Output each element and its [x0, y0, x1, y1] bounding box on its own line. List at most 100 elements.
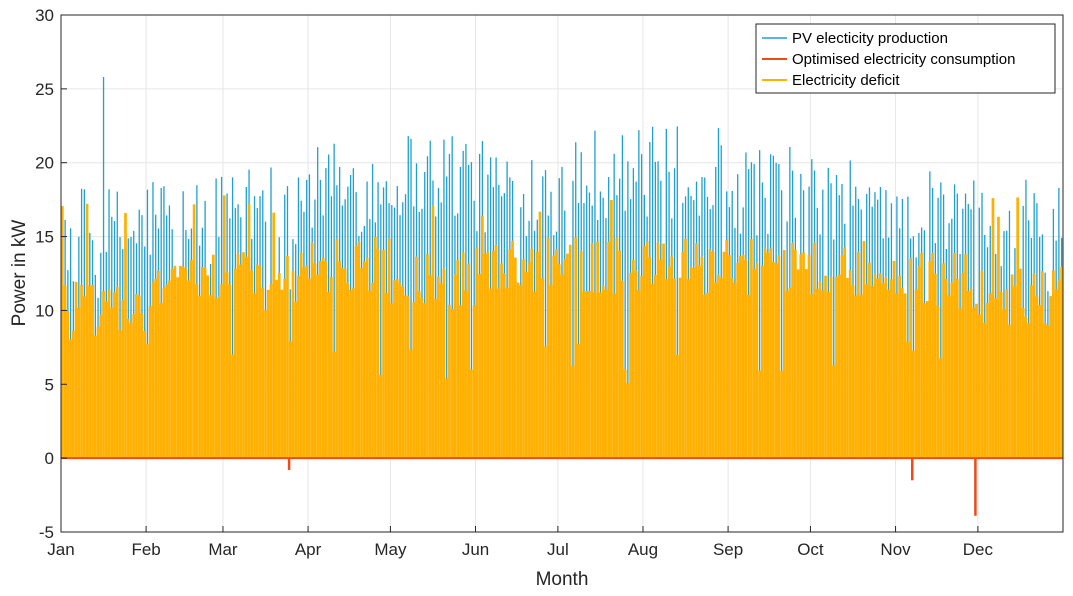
deficit-peak [316, 274, 319, 459]
deficit-peak [107, 289, 111, 459]
deficit-peak [154, 278, 158, 459]
x-tick-label: Mar [208, 540, 238, 559]
deficit-peak [417, 291, 421, 459]
deficit-peak [964, 254, 967, 459]
deficit-peak [697, 265, 701, 459]
x-axis-title: Month [536, 569, 589, 590]
deficit-peak [546, 237, 550, 459]
deficit-peak [848, 270, 852, 459]
deficit-peak [1002, 308, 1006, 459]
deficit-peak [349, 289, 352, 459]
deficit-peak [931, 252, 934, 459]
deficit-peak [132, 314, 136, 459]
deficit-peak [733, 283, 737, 459]
deficit-peak [214, 298, 218, 459]
deficit-peak [599, 292, 602, 459]
x-tick-label: Nov [880, 540, 911, 559]
deficit-peak [338, 261, 341, 459]
deficit-peak [788, 287, 792, 459]
deficit-peak [275, 279, 278, 459]
deficit-peak [791, 242, 794, 459]
deficit-peak [983, 322, 987, 459]
deficit-peak [387, 238, 391, 459]
deficit-peak [305, 265, 309, 459]
deficit-peak [494, 244, 498, 459]
deficit-peak [955, 278, 959, 459]
deficit-peak [656, 242, 660, 459]
deficit-peak [958, 308, 962, 459]
deficit-peak [360, 267, 363, 459]
deficit-peak [552, 255, 556, 459]
legend-box [755, 23, 1056, 94]
y-tick-label: 0 [45, 449, 54, 468]
deficit-peak [752, 269, 756, 459]
deficit-peak [706, 292, 709, 459]
deficit-peak [483, 253, 487, 459]
deficit-peak [247, 203, 251, 459]
deficit-peak [357, 241, 361, 459]
deficit-peak [302, 267, 306, 459]
deficit-peak [634, 270, 638, 459]
x-tick-label: Sep [713, 540, 743, 559]
deficit-peak [766, 252, 770, 459]
deficit-peak [140, 313, 144, 459]
deficit-peak [777, 255, 781, 459]
deficit-peak [283, 278, 287, 459]
deficit-peak [969, 288, 973, 459]
deficit-peak [464, 290, 468, 459]
deficit-peak [695, 243, 698, 459]
deficit-peak [420, 298, 424, 459]
deficit-peak [236, 253, 240, 459]
deficit-peak [291, 270, 295, 459]
deficit-peak [434, 298, 438, 459]
deficit-peak [1049, 296, 1052, 459]
deficit-peak [404, 295, 407, 459]
deficit-peak [826, 292, 830, 459]
deficit-peak [736, 262, 740, 459]
deficit-peak [168, 280, 171, 459]
deficit-peak [371, 282, 374, 459]
deficit-peak [1021, 307, 1025, 459]
deficit-peak [297, 275, 300, 459]
deficit-peak [703, 294, 707, 459]
deficit-peak [579, 251, 583, 459]
deficit-peak [272, 212, 276, 459]
deficit-peak [472, 305, 476, 459]
deficit-peak [118, 330, 122, 459]
x-tick-label: Jan [47, 540, 74, 559]
deficit-peak [678, 277, 682, 459]
deficit-peak [1030, 285, 1033, 459]
legend: PV electicity production Optimised elect… [755, 23, 1056, 94]
x-tick-label: Jun [462, 540, 489, 559]
deficit-peak [563, 259, 567, 459]
deficit-peak [538, 211, 542, 459]
deficit-peak [604, 289, 608, 459]
deficit-peak [868, 262, 871, 459]
deficit-peak [890, 279, 893, 459]
deficit-peak [640, 276, 643, 459]
consumption-dip [287, 458, 291, 470]
deficit-peak [909, 258, 912, 459]
deficit-peak [266, 289, 270, 459]
deficit-peak [467, 263, 470, 459]
deficit-peak [423, 303, 427, 459]
deficit-peak [192, 204, 196, 459]
deficit-peak [148, 306, 152, 459]
deficit-peak [684, 238, 687, 459]
deficit-peak [135, 294, 138, 459]
deficit-peak [332, 351, 336, 459]
deficit-peak [384, 292, 388, 459]
deficit-peak [648, 257, 652, 459]
deficit-peak [228, 284, 232, 459]
deficit-peak [412, 302, 416, 459]
deficit-peak [835, 276, 838, 459]
deficit-peak [113, 292, 116, 459]
deficit-peak [588, 291, 591, 459]
deficit-peak [453, 274, 457, 459]
deficit-peak [217, 296, 221, 459]
deficit-peak [870, 285, 874, 459]
deficit-peak [1060, 266, 1063, 459]
deficit-peak [508, 249, 512, 459]
deficit-peak [439, 283, 443, 459]
deficit-peak [637, 290, 641, 459]
